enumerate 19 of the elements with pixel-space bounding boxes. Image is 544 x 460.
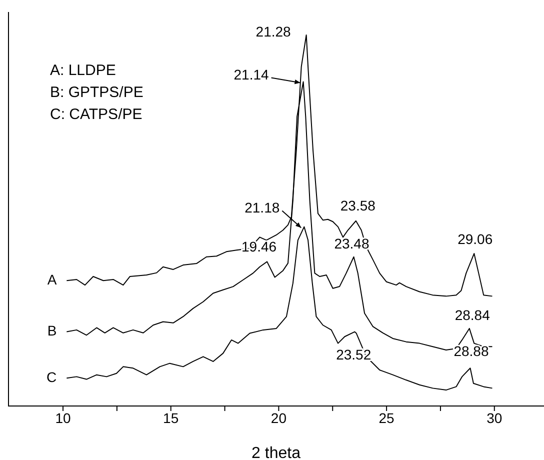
annotation: 21.28 xyxy=(256,24,292,40)
x-tick-label: 15 xyxy=(163,410,179,426)
annotation: 28.88 xyxy=(454,342,489,359)
annotation: 28.84 xyxy=(454,307,490,324)
x-tick-label: 10 xyxy=(55,410,71,426)
annotation: 29.06 xyxy=(458,231,493,248)
series-label: B xyxy=(47,322,57,339)
annotation: C: CATPS/PE xyxy=(50,106,142,123)
annotation: A: LLDPE xyxy=(50,62,116,79)
annotation: 23.58 xyxy=(340,198,376,214)
series-label: C xyxy=(46,368,57,385)
series-label: A xyxy=(47,271,58,288)
x-tick-label: 30 xyxy=(486,410,502,426)
annotation: 21.14 xyxy=(234,66,270,82)
x-tick-label: 20 xyxy=(270,410,287,426)
x-tick-label: 25 xyxy=(378,410,395,426)
annotation: B: GPTPS/PE xyxy=(50,84,144,101)
annotation: 21.18 xyxy=(244,200,280,216)
x-axis-title: 2 theta xyxy=(252,445,301,460)
